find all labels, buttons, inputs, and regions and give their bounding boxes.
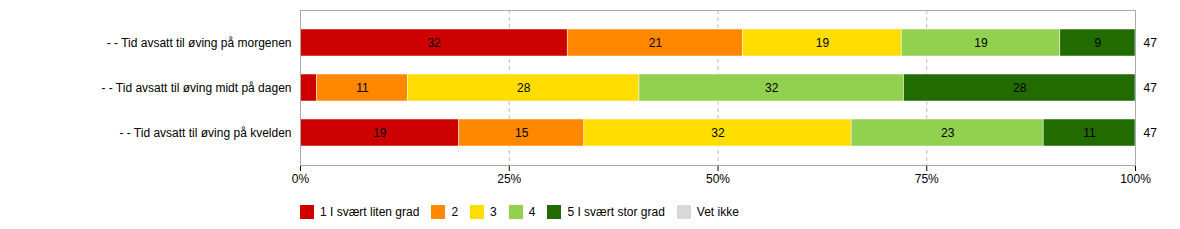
svg-text:32: 32 bbox=[765, 81, 779, 95]
svg-text:32: 32 bbox=[711, 126, 725, 140]
html-text:3: 3 bbox=[490, 204, 497, 219]
html-text:Vet ikke: Vet ikke bbox=[696, 204, 739, 219]
svg-text:75%: 75% bbox=[915, 172, 939, 186]
svg-text:9: 9 bbox=[1095, 36, 1102, 50]
svg-text:19: 19 bbox=[816, 36, 830, 50]
svg-text:- - Tid avsatt til øving på kv: - - Tid avsatt til øving på kvelden bbox=[119, 126, 291, 140]
svg-text:0%: 0% bbox=[292, 172, 310, 186]
svg-text:15: 15 bbox=[515, 126, 529, 140]
svg-text:25%: 25% bbox=[497, 172, 521, 186]
svg-text:47: 47 bbox=[1144, 81, 1158, 95]
svg-text:50%: 50% bbox=[706, 172, 730, 186]
html-text:1 I svært liten grad: 1 I svært liten grad bbox=[320, 204, 420, 219]
svg-text:11: 11 bbox=[1083, 126, 1096, 140]
svg-text:21: 21 bbox=[649, 36, 663, 50]
svg-text:100%: 100% bbox=[1120, 172, 1151, 186]
svg-text:19: 19 bbox=[974, 36, 988, 50]
svg-text:28: 28 bbox=[1013, 81, 1027, 95]
svg-text:11: 11 bbox=[356, 81, 369, 95]
svg-text:19: 19 bbox=[373, 126, 387, 140]
html-text:4: 4 bbox=[528, 204, 536, 219]
svg-text:28: 28 bbox=[517, 81, 531, 95]
svg-text:47: 47 bbox=[1144, 36, 1158, 50]
html-text:2: 2 bbox=[451, 204, 459, 219]
svg-text:23: 23 bbox=[941, 126, 955, 140]
svg-text:- - Tid avsatt til øving midt: - - Tid avsatt til øving midt på dagen bbox=[101, 81, 291, 95]
html-text:5 I svært stor grad: 5 I svært stor grad bbox=[567, 204, 665, 219]
svg-text:47: 47 bbox=[1144, 126, 1158, 140]
svg-text:32: 32 bbox=[427, 36, 441, 50]
svg-text:- - Tid avsatt til øving på mo: - - Tid avsatt til øving på morgenen bbox=[107, 36, 292, 50]
